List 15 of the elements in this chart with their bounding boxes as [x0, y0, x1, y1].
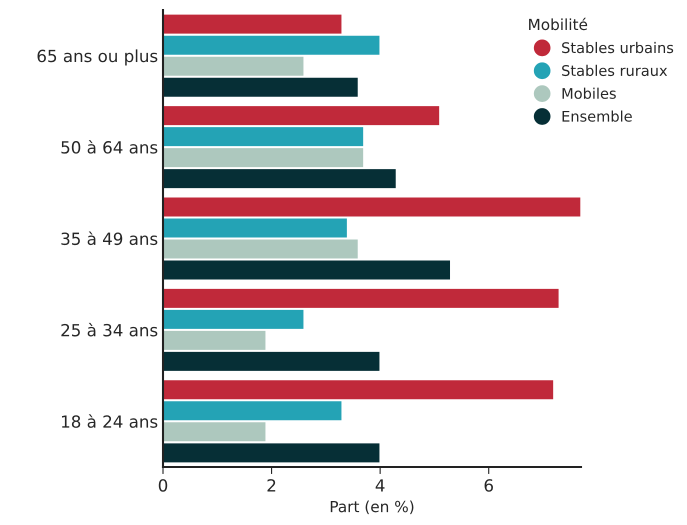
y-tick-label: 18 à 24 ans	[62, 414, 158, 428]
legend-label: Stables urbains	[562, 42, 674, 54]
legend-title: Mobilité	[529, 18, 588, 30]
x-tick-label: 6	[484, 479, 493, 492]
y-tick-label: 65 ans ou plus	[38, 49, 158, 66]
x-tick-label: 4	[376, 479, 385, 492]
x-axis-title: Part (en %)	[330, 500, 414, 514]
y-tick-label: 25 à 34 ans	[61, 322, 158, 336]
x-tick-label: 2	[267, 479, 276, 492]
x-tick-label: 0	[158, 479, 168, 492]
legend-label: Stables ruraux	[562, 64, 668, 76]
legend-label: Ensemble	[562, 110, 632, 122]
y-tick-label: 35 à 49 ans	[61, 232, 158, 246]
y-tick-label: 50 à 64 ans	[61, 140, 158, 154]
legend-label: Mobiles	[562, 88, 616, 99]
